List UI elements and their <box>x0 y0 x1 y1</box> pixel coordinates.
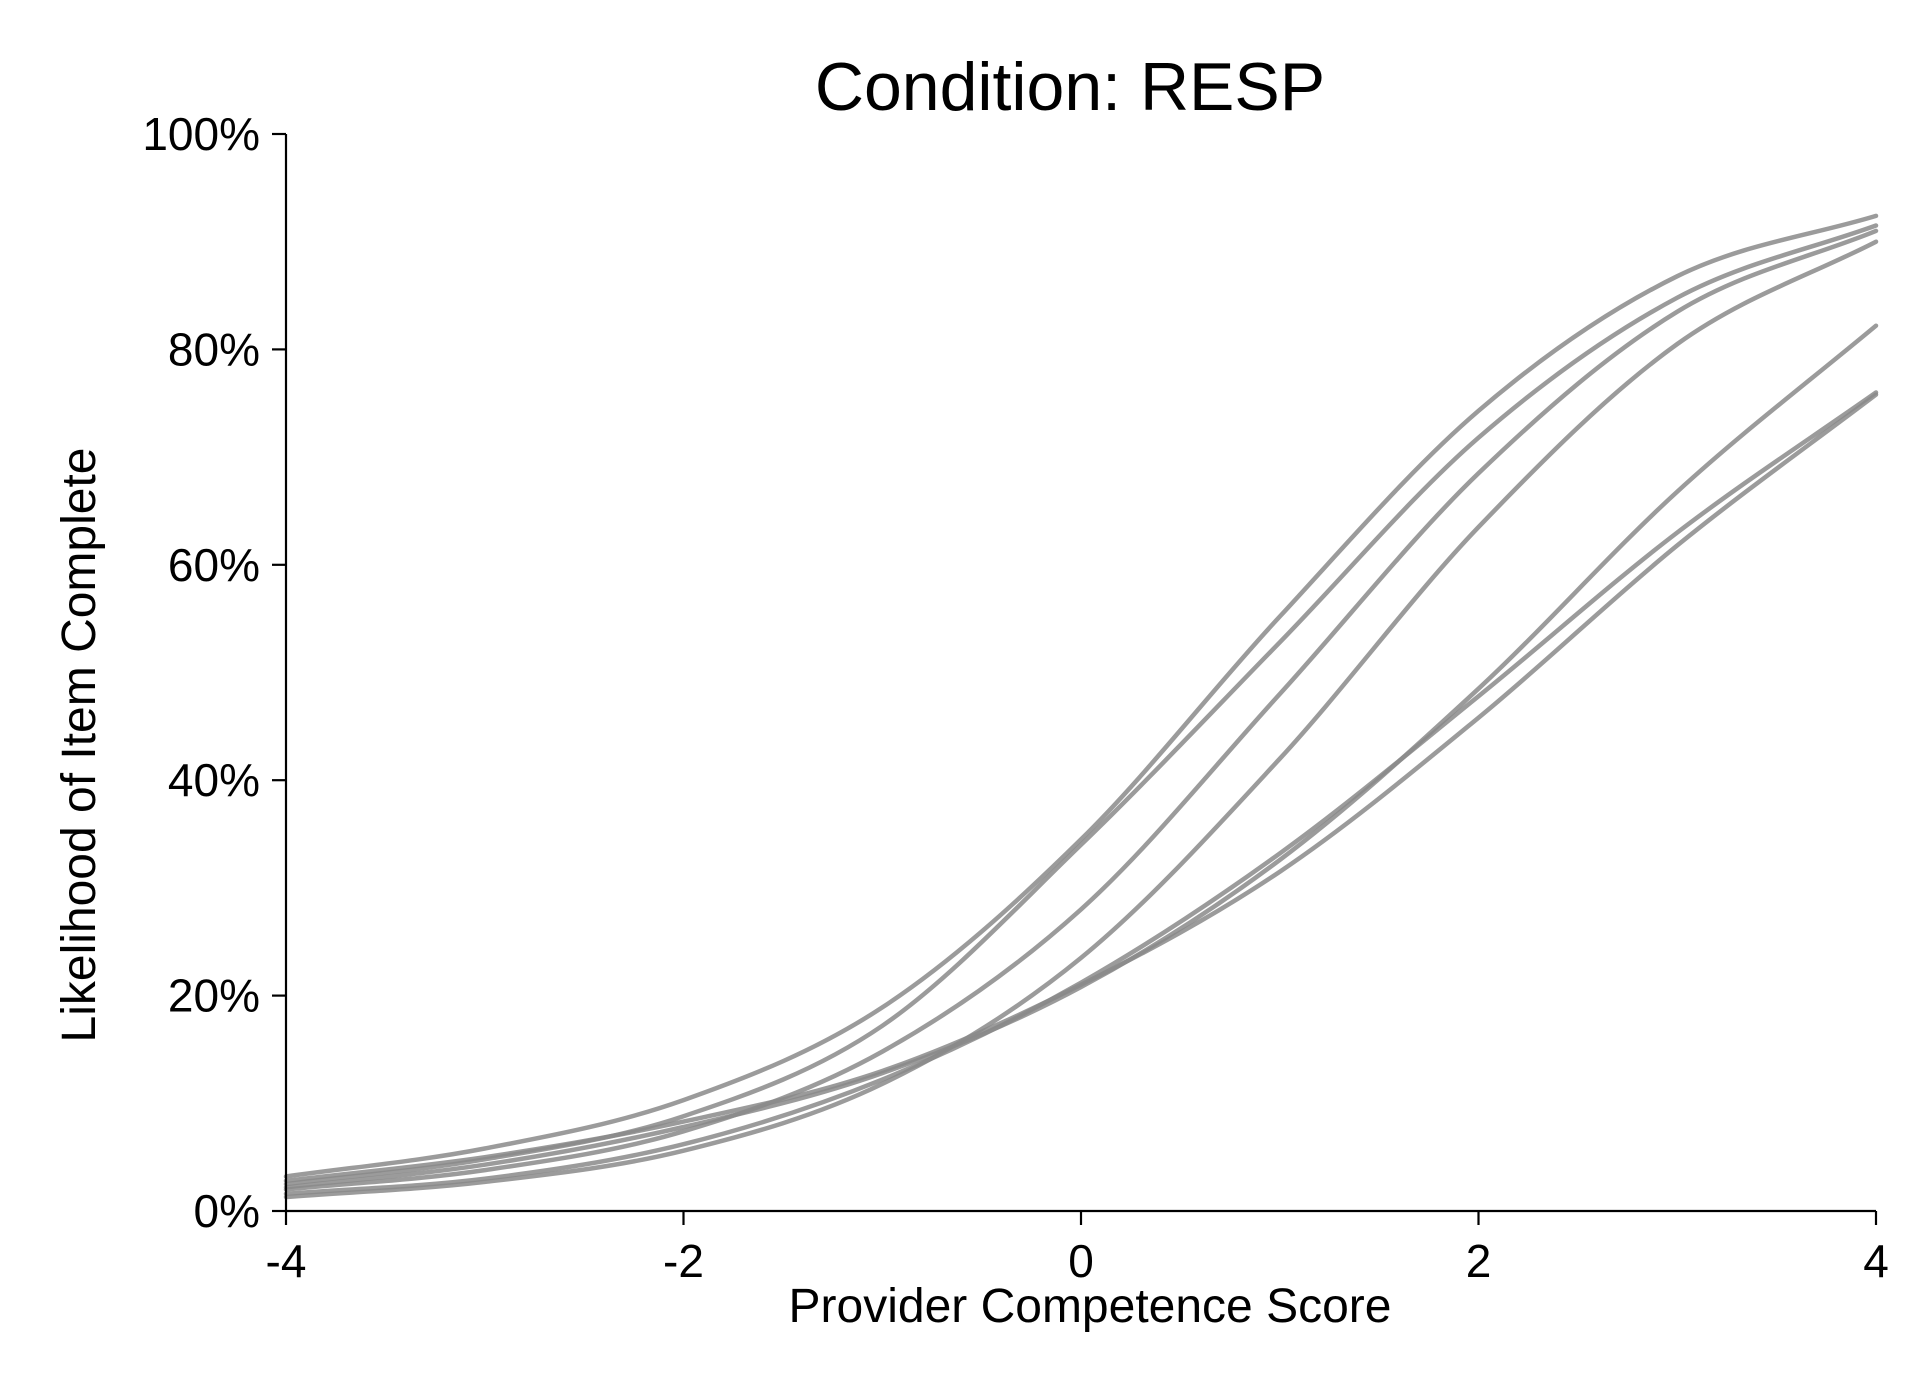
y-axis-label: Likelihood of Item Complete <box>53 448 106 1043</box>
y-tick-label: 40% <box>168 754 260 806</box>
series-line-6 <box>283 392 1879 1184</box>
series-line-7 <box>283 390 1879 1197</box>
x-tick-label: 0 <box>1068 1235 1094 1287</box>
y-tick-label: 80% <box>168 323 260 375</box>
x-tick-label: -4 <box>266 1235 307 1287</box>
y-tick-label: 100% <box>142 108 260 160</box>
y-tick-label: 0% <box>194 1185 260 1237</box>
y-tick-label: 20% <box>168 970 260 1022</box>
chart-title: Condition: RESP <box>815 49 1325 125</box>
series-line-2 <box>283 223 1879 1187</box>
axes: 0% 20% 40% 60% 80% 100% -4 -2 0 2 4 <box>142 108 1888 1287</box>
x-tick-label: 2 <box>1466 1235 1492 1287</box>
series-line-1 <box>283 213 1879 1179</box>
series-line-5 <box>283 323 1879 1190</box>
series-line-4 <box>283 239 1879 1200</box>
curve-group <box>283 213 1879 1200</box>
y-tick-label: 60% <box>168 539 260 591</box>
x-tick-label: 4 <box>1863 1235 1889 1287</box>
x-tick-label: -2 <box>663 1235 704 1287</box>
series-line-3 <box>283 228 1879 1192</box>
x-axis-label: Provider Competence Score <box>789 1280 1392 1333</box>
